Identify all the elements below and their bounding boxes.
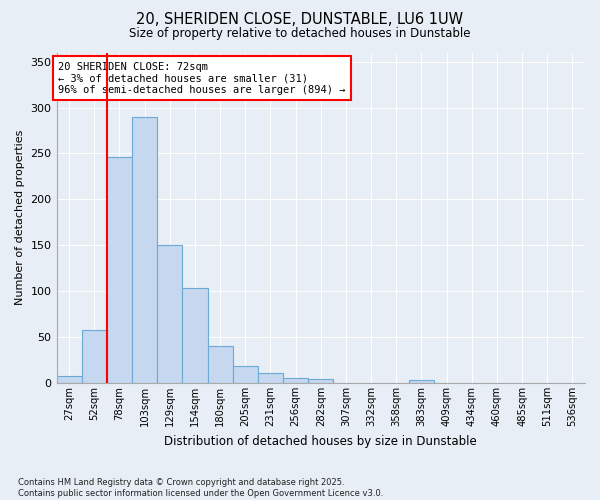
Bar [233, 366, 258, 383]
Text: Contains HM Land Registry data © Crown copyright and database right 2025.
Contai: Contains HM Land Registry data © Crown c… [18, 478, 383, 498]
Text: 20, SHERIDEN CLOSE, DUNSTABLE, LU6 1UW: 20, SHERIDEN CLOSE, DUNSTABLE, LU6 1UW [136, 12, 464, 28]
Bar [208, 346, 233, 383]
Bar [107, 157, 132, 383]
Bar [182, 288, 208, 383]
Bar [82, 330, 107, 383]
Bar [56, 376, 82, 383]
Bar [308, 380, 334, 383]
Text: 20 SHERIDEN CLOSE: 72sqm
← 3% of detached houses are smaller (31)
96% of semi-de: 20 SHERIDEN CLOSE: 72sqm ← 3% of detache… [58, 62, 345, 95]
Bar [132, 117, 157, 383]
Bar [409, 380, 434, 383]
Y-axis label: Number of detached properties: Number of detached properties [15, 130, 25, 306]
Bar [157, 246, 182, 383]
Bar [283, 378, 308, 383]
Text: Size of property relative to detached houses in Dunstable: Size of property relative to detached ho… [129, 28, 471, 40]
Bar [258, 373, 283, 383]
X-axis label: Distribution of detached houses by size in Dunstable: Distribution of detached houses by size … [164, 434, 477, 448]
